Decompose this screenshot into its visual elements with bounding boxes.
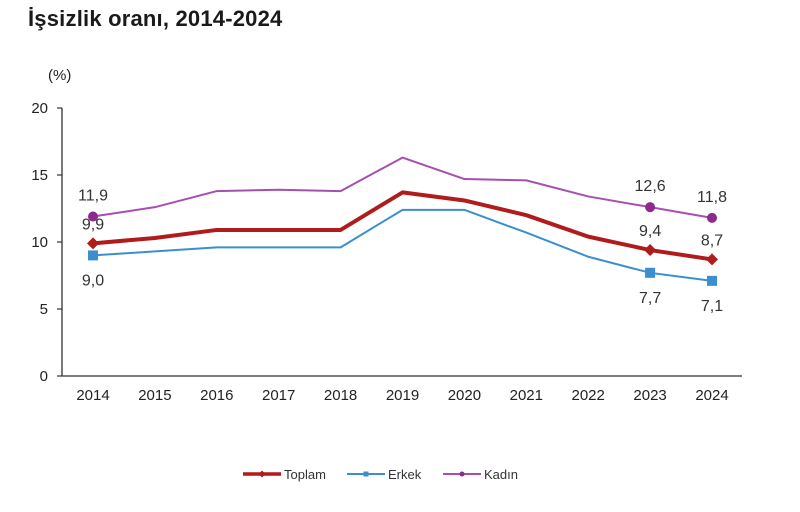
legend-label: Toplam bbox=[284, 467, 326, 482]
x-tick-label: 2024 bbox=[695, 387, 728, 404]
data-label: 7,7 bbox=[639, 290, 661, 307]
x-tick-label: 2019 bbox=[386, 387, 419, 404]
x-tick-label: 2022 bbox=[572, 387, 605, 404]
data-point-marker bbox=[644, 244, 657, 257]
x-tick-label: 2020 bbox=[448, 387, 481, 404]
x-tick-label: 2014 bbox=[76, 387, 109, 404]
y-tick-label: 0 bbox=[40, 368, 48, 385]
data-point-marker bbox=[707, 275, 717, 286]
legend-marker bbox=[459, 471, 465, 477]
y-axis-unit-label: (%) bbox=[48, 67, 71, 84]
legend: Toplam Erkek Kadın bbox=[243, 467, 518, 482]
x-tick-label: 2016 bbox=[200, 387, 233, 404]
y-tick-label: 5 bbox=[40, 301, 48, 318]
data-point-marker bbox=[707, 212, 717, 223]
data-label: 11,9 bbox=[78, 188, 108, 205]
y-tick-label: 10 bbox=[31, 234, 48, 251]
series-line-toplam bbox=[92, 190, 713, 262]
data-label: 11,8 bbox=[697, 189, 727, 206]
series-line-erkek bbox=[92, 208, 713, 282]
data-label: 7,1 bbox=[701, 298, 723, 315]
series-line-kadın bbox=[92, 156, 713, 219]
legend-item-kadın: Kadın bbox=[443, 467, 518, 482]
data-point-marker bbox=[88, 211, 98, 222]
x-tick-label: 2018 bbox=[324, 387, 357, 404]
data-point-marker bbox=[645, 267, 656, 278]
series-toplam bbox=[87, 190, 718, 266]
data-point-marker bbox=[645, 202, 656, 213]
chart-title: İşsizlik oranı, 2014-2024 bbox=[28, 6, 283, 31]
data-point-marker bbox=[706, 253, 718, 266]
legend-item-toplam: Toplam bbox=[243, 467, 326, 482]
legend-label: Kadın bbox=[484, 467, 518, 482]
legend-marker bbox=[258, 470, 266, 478]
data-label: 8,7 bbox=[701, 232, 723, 249]
axes: 0 5 10 15 20 2014 2015 2016 2017 2018 2019 2020 2021… bbox=[31, 100, 742, 404]
legend-item-erkek: Erkek bbox=[347, 467, 422, 482]
data-point-marker bbox=[88, 250, 98, 261]
series-kadın bbox=[88, 156, 717, 223]
x-tick-label: 2023 bbox=[633, 387, 666, 404]
data-point-marker bbox=[87, 237, 99, 250]
data-label: 12,6 bbox=[635, 178, 666, 195]
x-tick-label: 2021 bbox=[510, 387, 543, 404]
y-tick-label: 15 bbox=[31, 167, 48, 184]
legend-label: Erkek bbox=[388, 467, 422, 482]
series-erkek bbox=[88, 208, 717, 286]
data-label: 9,0 bbox=[82, 272, 104, 289]
series-group bbox=[87, 156, 718, 286]
legend-marker bbox=[363, 471, 369, 477]
data-label: 9,9 bbox=[82, 216, 104, 233]
data-label: 9,4 bbox=[639, 223, 661, 240]
x-tick-label: 2015 bbox=[138, 387, 171, 404]
data-labels: 9,9 9,4 8,7 9,0 7,7 7,1 11,9 12,6 11,8 bbox=[78, 178, 727, 315]
y-tick-label: 20 bbox=[31, 100, 48, 117]
x-tick-label: 2017 bbox=[262, 387, 295, 404]
